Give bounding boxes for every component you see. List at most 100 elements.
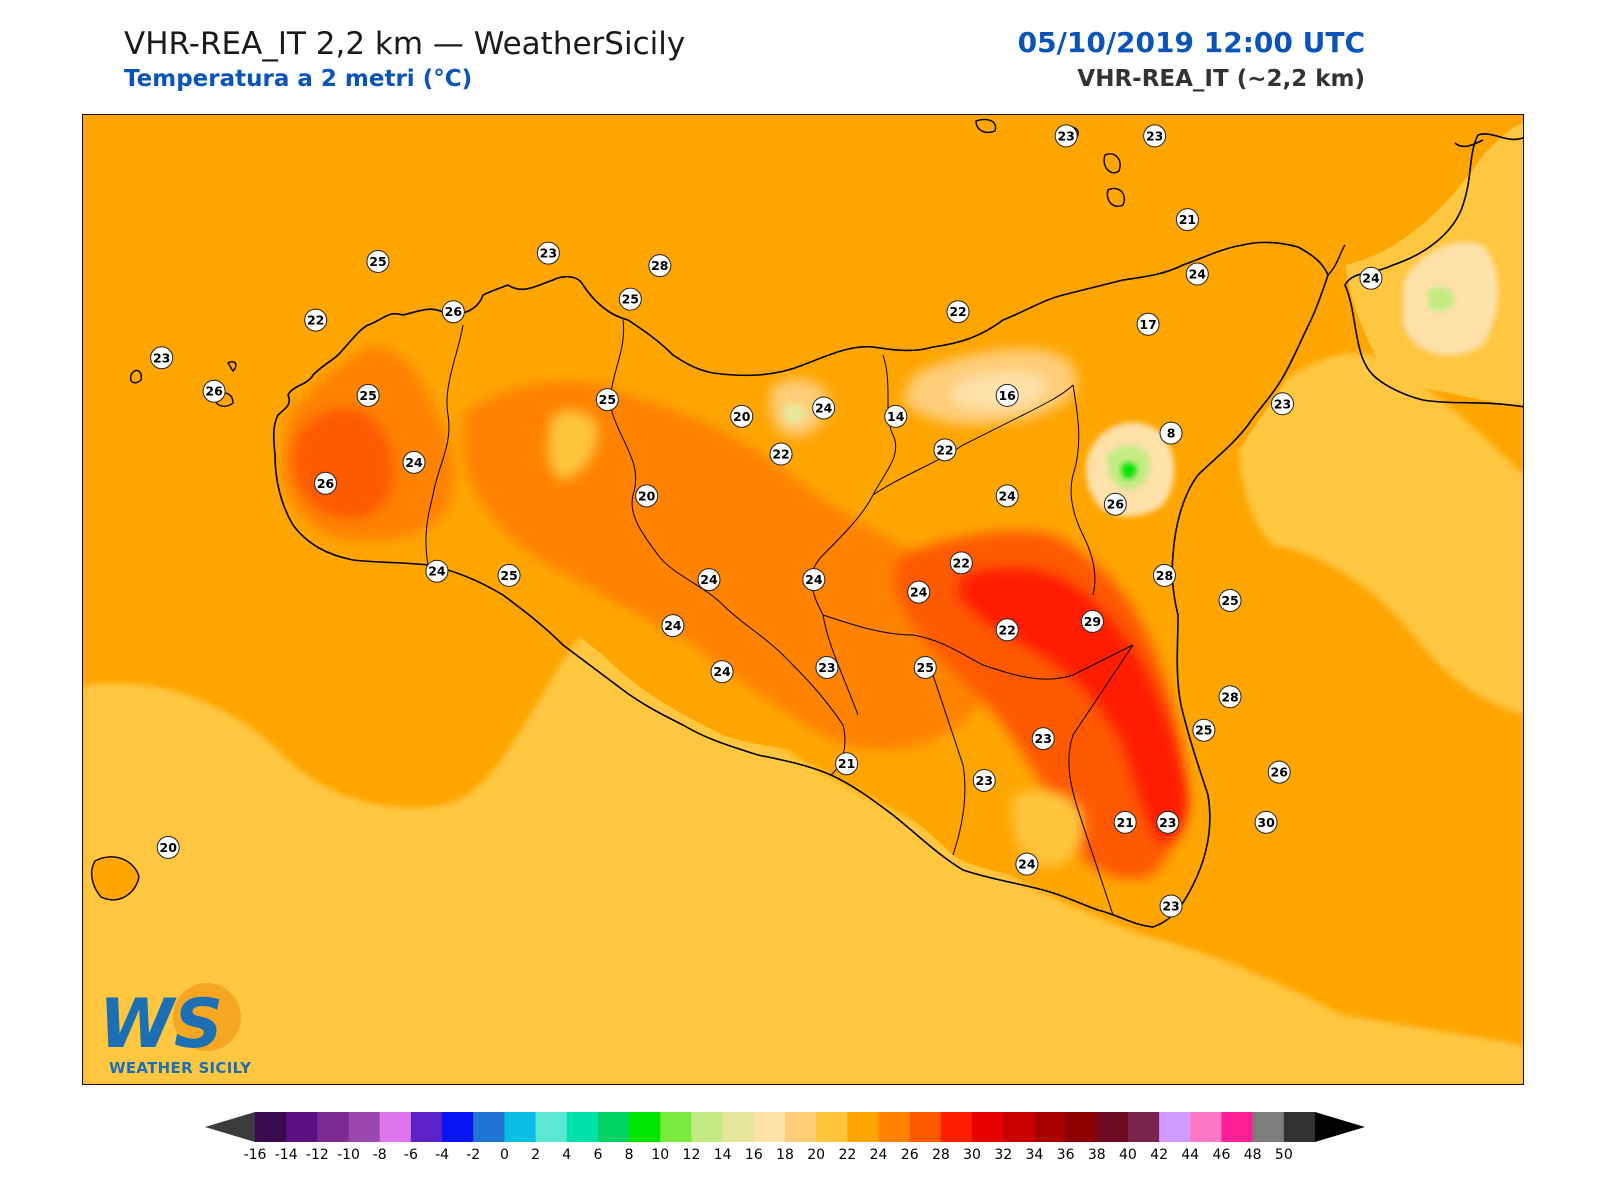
station-value: 26 — [1271, 765, 1289, 780]
station-label: 28 — [648, 254, 672, 278]
station-label: 21 — [1175, 208, 1199, 232]
colorbar-bin — [972, 1112, 1004, 1142]
island-pantelleria — [90, 856, 140, 901]
station-label: 24 — [812, 396, 836, 420]
calabria-coast — [1344, 133, 1523, 408]
station-value: 28 — [1156, 568, 1173, 583]
station-marker — [1159, 421, 1183, 445]
station-label: 25 — [595, 388, 619, 412]
station-marker — [441, 300, 465, 324]
station-label: 23 — [1031, 727, 1055, 751]
sea-south-2 — [1239, 353, 1523, 715]
station-marker — [1031, 727, 1055, 751]
station-label: 24 — [661, 614, 685, 638]
station-value: 22 — [772, 447, 789, 462]
station-label: 26 — [314, 471, 338, 495]
station-value: 24 — [805, 572, 823, 587]
logo-mark-text: WS — [99, 985, 223, 1063]
colorbar-tick-label: 12 — [683, 1147, 701, 1163]
station-value: 24 — [428, 564, 446, 579]
station-label: 22 — [304, 308, 328, 332]
zone-cool-sicani — [547, 410, 598, 480]
station-label: 30 — [1254, 810, 1278, 834]
station-label: 26 — [1267, 760, 1291, 784]
colorbar-bin — [909, 1112, 942, 1142]
model-label: VHR-REA_IT (~2,2 km) — [1077, 66, 1365, 92]
station-value: 23 — [1162, 899, 1179, 914]
station-value: 29 — [1084, 614, 1101, 629]
calabria-peak — [1428, 287, 1455, 312]
colorbar-tick-label: 42 — [1150, 1147, 1168, 1163]
station-value: 21 — [1116, 815, 1133, 830]
station-marker — [1103, 492, 1127, 516]
zone-cool-iblei — [1012, 790, 1084, 867]
colorbar-bin — [1159, 1112, 1191, 1142]
station-marker — [995, 383, 1019, 407]
station-value: 23 — [540, 246, 557, 261]
station-value: 24 — [1018, 857, 1036, 872]
calabria-coast-2 — [1454, 139, 1484, 148]
station-marker — [802, 568, 826, 592]
station-label: 22 — [949, 551, 973, 575]
station-label: 23 — [1156, 810, 1180, 834]
sicily-coastline — [272, 241, 1329, 928]
station-marker — [202, 379, 226, 403]
station-label: 23 — [150, 346, 174, 370]
colorbar-bin — [878, 1112, 911, 1142]
messina-strait — [1327, 244, 1346, 276]
station-label: 24 — [402, 450, 426, 474]
station-label: 22 — [769, 442, 793, 466]
station-label: 24 — [1359, 266, 1383, 290]
island-marettimo — [129, 369, 143, 384]
station-value: 24 — [910, 585, 928, 600]
colorbar-bin — [473, 1112, 505, 1142]
station-label: 25 — [913, 655, 937, 679]
station-marker — [1080, 609, 1104, 633]
station-marker — [156, 835, 180, 859]
station-marker — [1015, 852, 1039, 876]
colorbar-tick-label: 30 — [963, 1147, 981, 1163]
station-value: 23 — [1274, 396, 1291, 411]
island-salina — [975, 118, 997, 134]
station-label: 24 — [710, 660, 734, 684]
station-label: 23 — [1143, 124, 1167, 148]
station-value: 17 — [1139, 317, 1156, 332]
station-marker — [1218, 685, 1242, 709]
station-label: 24 — [1185, 262, 1209, 286]
colorbar-tick-label: 46 — [1213, 1147, 1231, 1163]
colorbar-bin — [504, 1112, 537, 1142]
station-value: 30 — [1257, 815, 1275, 830]
station-value: 14 — [887, 409, 905, 424]
station-marker — [536, 241, 560, 265]
colorbar-bin — [785, 1112, 817, 1142]
station-marker — [595, 388, 619, 412]
colorbar-bin — [816, 1112, 848, 1142]
station-value: 23 — [976, 773, 993, 788]
colorbar-tick-label: 26 — [901, 1147, 919, 1163]
station-marker — [648, 254, 672, 278]
station-value: 22 — [307, 313, 324, 328]
colorbar-tick-label: -16 — [244, 1147, 267, 1163]
zone-cooler-madonie — [783, 403, 807, 424]
station-marker — [1156, 810, 1180, 834]
station-marker — [1359, 266, 1383, 290]
station-value: 24 — [1189, 267, 1207, 282]
station-label: 25 — [497, 563, 521, 587]
station-label: 25 — [366, 249, 390, 273]
station-label: 14 — [884, 404, 908, 428]
station-value: 25 — [622, 292, 639, 307]
station-value: 8 — [1167, 426, 1176, 441]
station-marker — [1254, 810, 1278, 834]
colorbar-tick-label: 8 — [625, 1147, 634, 1163]
colorbar-bin — [255, 1112, 287, 1142]
station-marker — [972, 768, 996, 792]
colorbar-bin — [722, 1112, 755, 1142]
station-marker — [995, 484, 1019, 508]
colorbar-svg: -16 -14 -12 -10 -8 -6 -4 -2 0 2 4 6 8 10 12 14 16 18 20 22 2… — [205, 1112, 1365, 1163]
station-value: 24 — [1362, 271, 1380, 286]
ws-logo-mark: WS — [99, 983, 241, 1063]
colorbar-tick-label: 40 — [1119, 1147, 1137, 1163]
station-label: 22 — [933, 438, 957, 462]
colorbar-tick-label: 44 — [1181, 1147, 1199, 1163]
station-marker — [949, 551, 973, 575]
